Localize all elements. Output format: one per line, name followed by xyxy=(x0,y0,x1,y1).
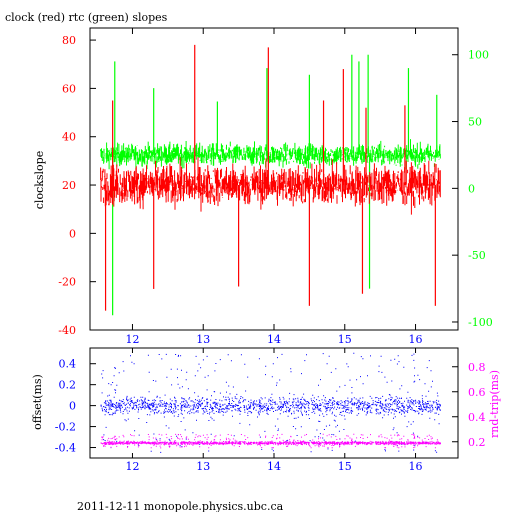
slopes-ytick-label: 0 xyxy=(69,227,76,240)
offset-xtick-label: 14 xyxy=(267,460,281,473)
offset-y2tick-label: 0.4 xyxy=(468,411,486,424)
offset-xtick-label: 13 xyxy=(196,460,210,473)
slopes-ytick-label: 40 xyxy=(62,131,76,144)
slopes-xtick-label: 14 xyxy=(267,333,281,346)
offset-xtick-label: 16 xyxy=(409,460,423,473)
slopes-ytick-label: 80 xyxy=(62,34,76,47)
offset-ytick-label: -0.2 xyxy=(55,421,76,434)
offset-scatter-points xyxy=(100,352,441,453)
offset-chart: offset(ms) rnd-trip(ms) -0.4 -0.2 0 0.2 0.4 0… xyxy=(31,347,501,473)
slopes-chart-ylabel: clockslope xyxy=(33,151,46,209)
clock-series-line xyxy=(100,157,441,215)
slopes-series-group xyxy=(100,44,441,316)
slopes-plot-frame xyxy=(89,27,459,331)
offset-chart-y2label: rnd-trip(ms) xyxy=(488,370,501,438)
offset-series-group xyxy=(100,352,441,453)
offset-xtick-label: 12 xyxy=(125,460,139,473)
offset-ytick-label: 0 xyxy=(69,400,76,413)
offset-y2tick-label: 0.2 xyxy=(468,436,486,449)
offset-y2tick-label: 0.6 xyxy=(468,386,486,399)
slopes-xtick-label: 15 xyxy=(338,333,352,346)
offset-ytick-label: -0.4 xyxy=(55,442,76,455)
slopes-y2tick-label: 0 xyxy=(468,182,475,195)
slopes-xtick-label: 12 xyxy=(125,333,139,346)
slopes-axes: -40 -20 0 20 40 60 80 -100 -50 0 50 100 12 13 14 15 16 xyxy=(58,28,493,346)
slopes-xtick-label: 16 xyxy=(409,333,423,346)
slopes-y2tick-label: 50 xyxy=(468,116,482,129)
slopes-y2tick-label: -100 xyxy=(468,316,493,329)
offset-ytick-label: 0.4 xyxy=(59,358,77,371)
offset-ytick-label: 0.2 xyxy=(59,379,77,392)
slopes-chart-title: clock (red) rtc (green) slopes xyxy=(5,11,168,24)
slopes-ytick-label: -20 xyxy=(58,276,76,289)
slopes-chart: clock (red) rtc (green) slopes clockslop… xyxy=(5,11,493,346)
offset-chart-ylabel: offset(ms) xyxy=(31,374,44,430)
slopes-y2tick-label: 100 xyxy=(468,49,489,62)
slopes-xtick-label: 13 xyxy=(196,333,210,346)
rtc-series-line xyxy=(100,139,441,170)
offset-xtick-label: 15 xyxy=(338,460,352,473)
offset-y2tick-label: 0.8 xyxy=(468,361,486,374)
slopes-ytick-label: 60 xyxy=(62,82,76,95)
slopes-y2tick-label: -50 xyxy=(468,249,486,262)
roundtrip-scatter-points xyxy=(100,433,441,449)
offset-axes: -0.4 -0.2 0 0.2 0.4 0.2 0.4 0.6 0.8 12 13 14 15 16 xyxy=(55,348,486,473)
slopes-ytick-label: 20 xyxy=(62,179,76,192)
footer-label: 2011-12-11 monopole.physics.ubc.ca xyxy=(77,500,284,512)
offset-plot-frame xyxy=(89,347,459,459)
slopes-ytick-label: -40 xyxy=(58,324,76,337)
